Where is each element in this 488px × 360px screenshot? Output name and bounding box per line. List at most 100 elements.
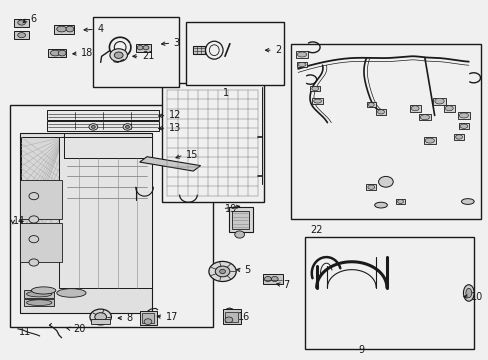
Ellipse shape [224,317,232,323]
Bar [366,102,375,107]
Bar [185,22,283,85]
Bar [14,31,29,39]
Ellipse shape [219,269,225,274]
Ellipse shape [18,20,25,25]
Text: 6: 6 [30,14,36,24]
Text: 7: 7 [283,280,289,290]
Ellipse shape [144,319,152,324]
Bar [161,83,264,202]
Ellipse shape [50,50,60,56]
Bar [54,25,74,34]
Ellipse shape [57,26,66,32]
Ellipse shape [419,115,428,120]
Ellipse shape [313,99,321,103]
Ellipse shape [271,276,278,282]
Bar [312,98,323,104]
Text: 17: 17 [165,312,178,322]
Text: 5: 5 [244,265,250,275]
Bar [423,137,435,144]
Bar [47,121,159,131]
Bar [305,237,473,348]
Ellipse shape [29,235,39,243]
Bar [20,223,61,262]
Bar [136,44,151,51]
Bar [232,211,248,229]
Ellipse shape [463,285,473,301]
Ellipse shape [123,124,132,130]
Text: 12: 12 [168,111,181,121]
Ellipse shape [26,300,52,306]
Ellipse shape [91,126,95,129]
Ellipse shape [90,309,111,325]
Bar [310,86,320,91]
Ellipse shape [311,86,318,91]
Ellipse shape [110,49,127,62]
Bar [263,274,282,284]
Bar [409,105,420,112]
Ellipse shape [455,135,462,139]
Ellipse shape [29,193,39,200]
Ellipse shape [137,45,143,50]
Ellipse shape [367,185,374,189]
Ellipse shape [26,291,52,297]
Ellipse shape [264,276,271,282]
Bar [443,105,454,112]
Text: 22: 22 [310,225,322,235]
Ellipse shape [143,45,149,50]
Bar [21,137,64,255]
Text: 2: 2 [275,45,281,55]
Text: 15: 15 [185,150,198,160]
Bar [458,123,468,129]
Ellipse shape [125,126,129,129]
Bar [140,311,157,325]
Ellipse shape [445,106,452,111]
Ellipse shape [89,124,98,130]
Ellipse shape [374,202,386,208]
Ellipse shape [18,33,25,38]
Text: 14: 14 [13,216,25,226]
Ellipse shape [459,124,467,129]
Text: 1: 1 [222,88,228,98]
Ellipse shape [397,199,403,203]
Ellipse shape [298,63,305,67]
Ellipse shape [208,261,236,282]
Ellipse shape [378,176,392,187]
Ellipse shape [66,26,74,32]
Text: 8: 8 [126,313,132,323]
Bar [91,319,110,324]
Ellipse shape [58,50,66,56]
Text: 16: 16 [238,312,250,322]
Ellipse shape [367,103,373,107]
Ellipse shape [114,52,123,58]
Bar [375,109,385,115]
Bar [14,19,29,27]
Text: 10: 10 [470,292,483,302]
Bar [432,98,445,105]
Bar [93,17,178,87]
Bar [290,44,480,220]
Ellipse shape [215,266,229,277]
Text: 20: 20 [73,324,85,334]
Bar [296,62,307,67]
Ellipse shape [95,313,106,321]
Bar [366,184,375,190]
Bar [24,299,54,306]
Bar [395,199,404,204]
Text: 19: 19 [224,204,237,214]
Bar [453,134,463,140]
Text: 18: 18 [81,48,93,58]
Text: 21: 21 [142,51,154,61]
Bar [295,51,307,58]
Bar [457,112,469,119]
Ellipse shape [465,288,471,298]
Ellipse shape [434,98,443,104]
Polygon shape [140,157,200,171]
Bar [59,137,152,288]
Bar [24,291,54,298]
Ellipse shape [424,138,433,143]
Bar [193,45,205,54]
Text: 11: 11 [19,327,31,337]
Ellipse shape [377,110,384,114]
Ellipse shape [297,52,306,57]
Text: 4: 4 [97,24,103,35]
